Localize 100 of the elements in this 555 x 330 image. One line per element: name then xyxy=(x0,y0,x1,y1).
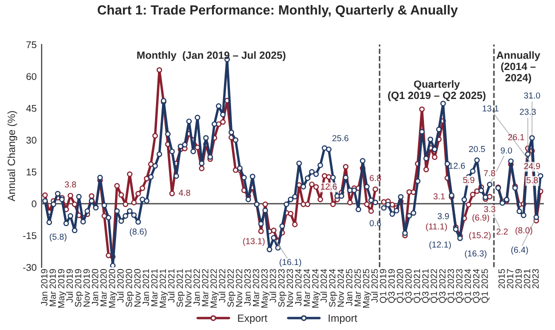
x-tick-label: Jul 2020 xyxy=(117,269,124,303)
x-tick-label: Jan 2023 xyxy=(244,269,251,306)
x-tick-label: Q1 2024 xyxy=(464,268,473,303)
data-label: 9.0 xyxy=(500,147,512,154)
x-tick-label: May 2019 xyxy=(58,269,66,308)
data-label: 12.6 xyxy=(321,184,337,190)
x-tick-label: Sep 2020 xyxy=(126,269,134,307)
x-tick-label: Jan 2025 xyxy=(346,269,352,306)
chart-title: Chart 1: Trade Performance: Monthly, Quarterly & Anually xyxy=(98,4,458,18)
data-label: (16.1) xyxy=(280,258,302,267)
x-tick-label: Jul 2025 xyxy=(371,269,378,303)
x-tick-label: Q3 2021 xyxy=(422,269,430,303)
x-tick-label: Jul 2021 xyxy=(168,269,174,303)
data-label: 25.6 xyxy=(332,135,348,142)
x-tick-label: Mar 2020 xyxy=(100,269,107,306)
x-tick-label: Nov 2020 xyxy=(134,269,141,307)
data-label: 3.3 xyxy=(484,206,496,212)
x-tick-label: Sep 2022 xyxy=(227,269,236,307)
x-tick-label: Jan 2021 xyxy=(142,269,150,306)
data-label: 4.8 xyxy=(178,190,190,196)
data-label: (12.1) xyxy=(429,241,451,250)
data-label: 23.3 xyxy=(520,108,536,115)
data-label: (16.3) xyxy=(464,250,486,258)
x-tick-label: Q3 2023 xyxy=(456,269,464,303)
x-tick-label: 2017 xyxy=(506,269,514,288)
x-tick-label: Nov 2021 xyxy=(185,269,192,307)
x-tick-label: Sep 2019 xyxy=(74,269,84,307)
y-axis-title: Annual Change (%) xyxy=(7,111,18,202)
x-tick-label: 2023 xyxy=(532,269,539,288)
x-tick-label: Jul 2022 xyxy=(218,269,226,303)
data-label: (15.2) xyxy=(469,232,491,240)
legend-label: Export xyxy=(238,314,268,324)
data-label: 13.1 xyxy=(482,105,498,112)
x-tick-label: Q1 2025 xyxy=(481,269,490,303)
x-tick-label: May 2020 xyxy=(108,269,117,308)
x-tick-label: Mar 2022 xyxy=(202,269,208,306)
data-label: 12.6 xyxy=(449,162,465,169)
x-tick-label: Sep 2021 xyxy=(176,269,185,307)
x-tick-label: May 2025 xyxy=(362,269,372,308)
x-tick-label: Q1 2021 xyxy=(414,269,422,303)
data-label: (8.0) xyxy=(516,227,532,236)
annotation: Monthly (Jan 2019 – Jul 2025) xyxy=(137,51,286,61)
data-label: 31.0 xyxy=(524,92,540,99)
data-label: (6.4) xyxy=(511,246,528,255)
y-tick-label: 45 xyxy=(26,105,36,112)
data-label: 3.1 xyxy=(434,193,445,200)
x-tick-label: Mar 2023 xyxy=(252,269,260,306)
x-tick-label: Nov 2024 xyxy=(337,268,344,307)
x-tick-label: Jan 2022 xyxy=(194,269,200,306)
y-tick-label: -30 xyxy=(23,264,36,271)
data-label: 7.8 xyxy=(484,170,496,176)
x-tick-label: Jul 2019 xyxy=(66,269,73,303)
x-tick-label: May 2021 xyxy=(160,269,168,308)
x-tick-label: May 2023 xyxy=(261,269,270,308)
y-tick-label: 60 xyxy=(26,73,36,80)
x-tick-label: Q1 2019 xyxy=(380,269,388,303)
x-tick-label: Nov 2022 xyxy=(236,269,242,307)
x-tick-label: Q1 2022 xyxy=(430,269,439,303)
annotation: Quarterly (Q1 2019 – Q2 2025) xyxy=(388,80,486,102)
data-label: 3.9 xyxy=(438,213,449,220)
y-tick-label: -15 xyxy=(23,232,36,240)
y-tick-label: 0 xyxy=(32,200,36,208)
x-tick-label: 2019 xyxy=(515,269,522,288)
y-tick-label: 75 xyxy=(26,41,36,48)
data-label: 3.8 xyxy=(64,181,76,188)
x-tick-label: 2015 xyxy=(498,269,505,288)
data-label: (13.1) xyxy=(243,238,265,246)
x-tick-label: Sep 2024 xyxy=(329,268,338,307)
x-tick-label: Mar 2025 xyxy=(354,269,361,306)
data-label: (8.6) xyxy=(130,228,147,236)
data-label: 20.5 xyxy=(469,146,486,152)
x-tick-label: Jan 2019 xyxy=(41,269,48,306)
x-tick-label: Q1 2020 xyxy=(396,269,405,303)
x-tick-label: Mar 2024 xyxy=(304,268,310,306)
data-label: 26.1 xyxy=(508,134,524,140)
x-tick-label: Q3 2020 xyxy=(405,269,414,303)
x-tick-label: Jan 2024 xyxy=(295,268,302,306)
legend-label: Import xyxy=(328,314,358,324)
data-label: 5.8 xyxy=(526,177,538,184)
y-tick-label: 15 xyxy=(26,168,36,176)
x-tick-label: Mar 2019 xyxy=(50,269,56,306)
annotation: Annually (2014 – 2024) xyxy=(496,51,540,84)
x-tick-label: Nov 2019 xyxy=(83,269,90,307)
x-tick-label: Mar 2021 xyxy=(151,269,158,306)
data-label: 5.9 xyxy=(463,176,474,184)
x-tick-label: Jan 2020 xyxy=(92,269,98,306)
x-tick-label: Jul 2024 xyxy=(320,268,327,303)
x-tick-label: Q3 2024 xyxy=(473,268,482,303)
data-label: 6.8 xyxy=(370,175,381,182)
data-label: 24.9 xyxy=(524,163,540,170)
y-tick-label: 30 xyxy=(26,136,36,144)
x-tick-label: Q1 2023 xyxy=(448,269,456,303)
data-label: (11.1) xyxy=(426,223,447,232)
x-tick-label: 2021 xyxy=(524,269,530,288)
data-label: 2.2 xyxy=(496,228,508,235)
x-tick-label: Q3 2022 xyxy=(439,269,448,303)
x-tick-label: May 2024 xyxy=(312,268,320,308)
data-label: (5.8) xyxy=(50,233,66,242)
x-tick-label: Sep 2023 xyxy=(278,269,286,307)
data-label: 0.6 xyxy=(370,220,381,226)
